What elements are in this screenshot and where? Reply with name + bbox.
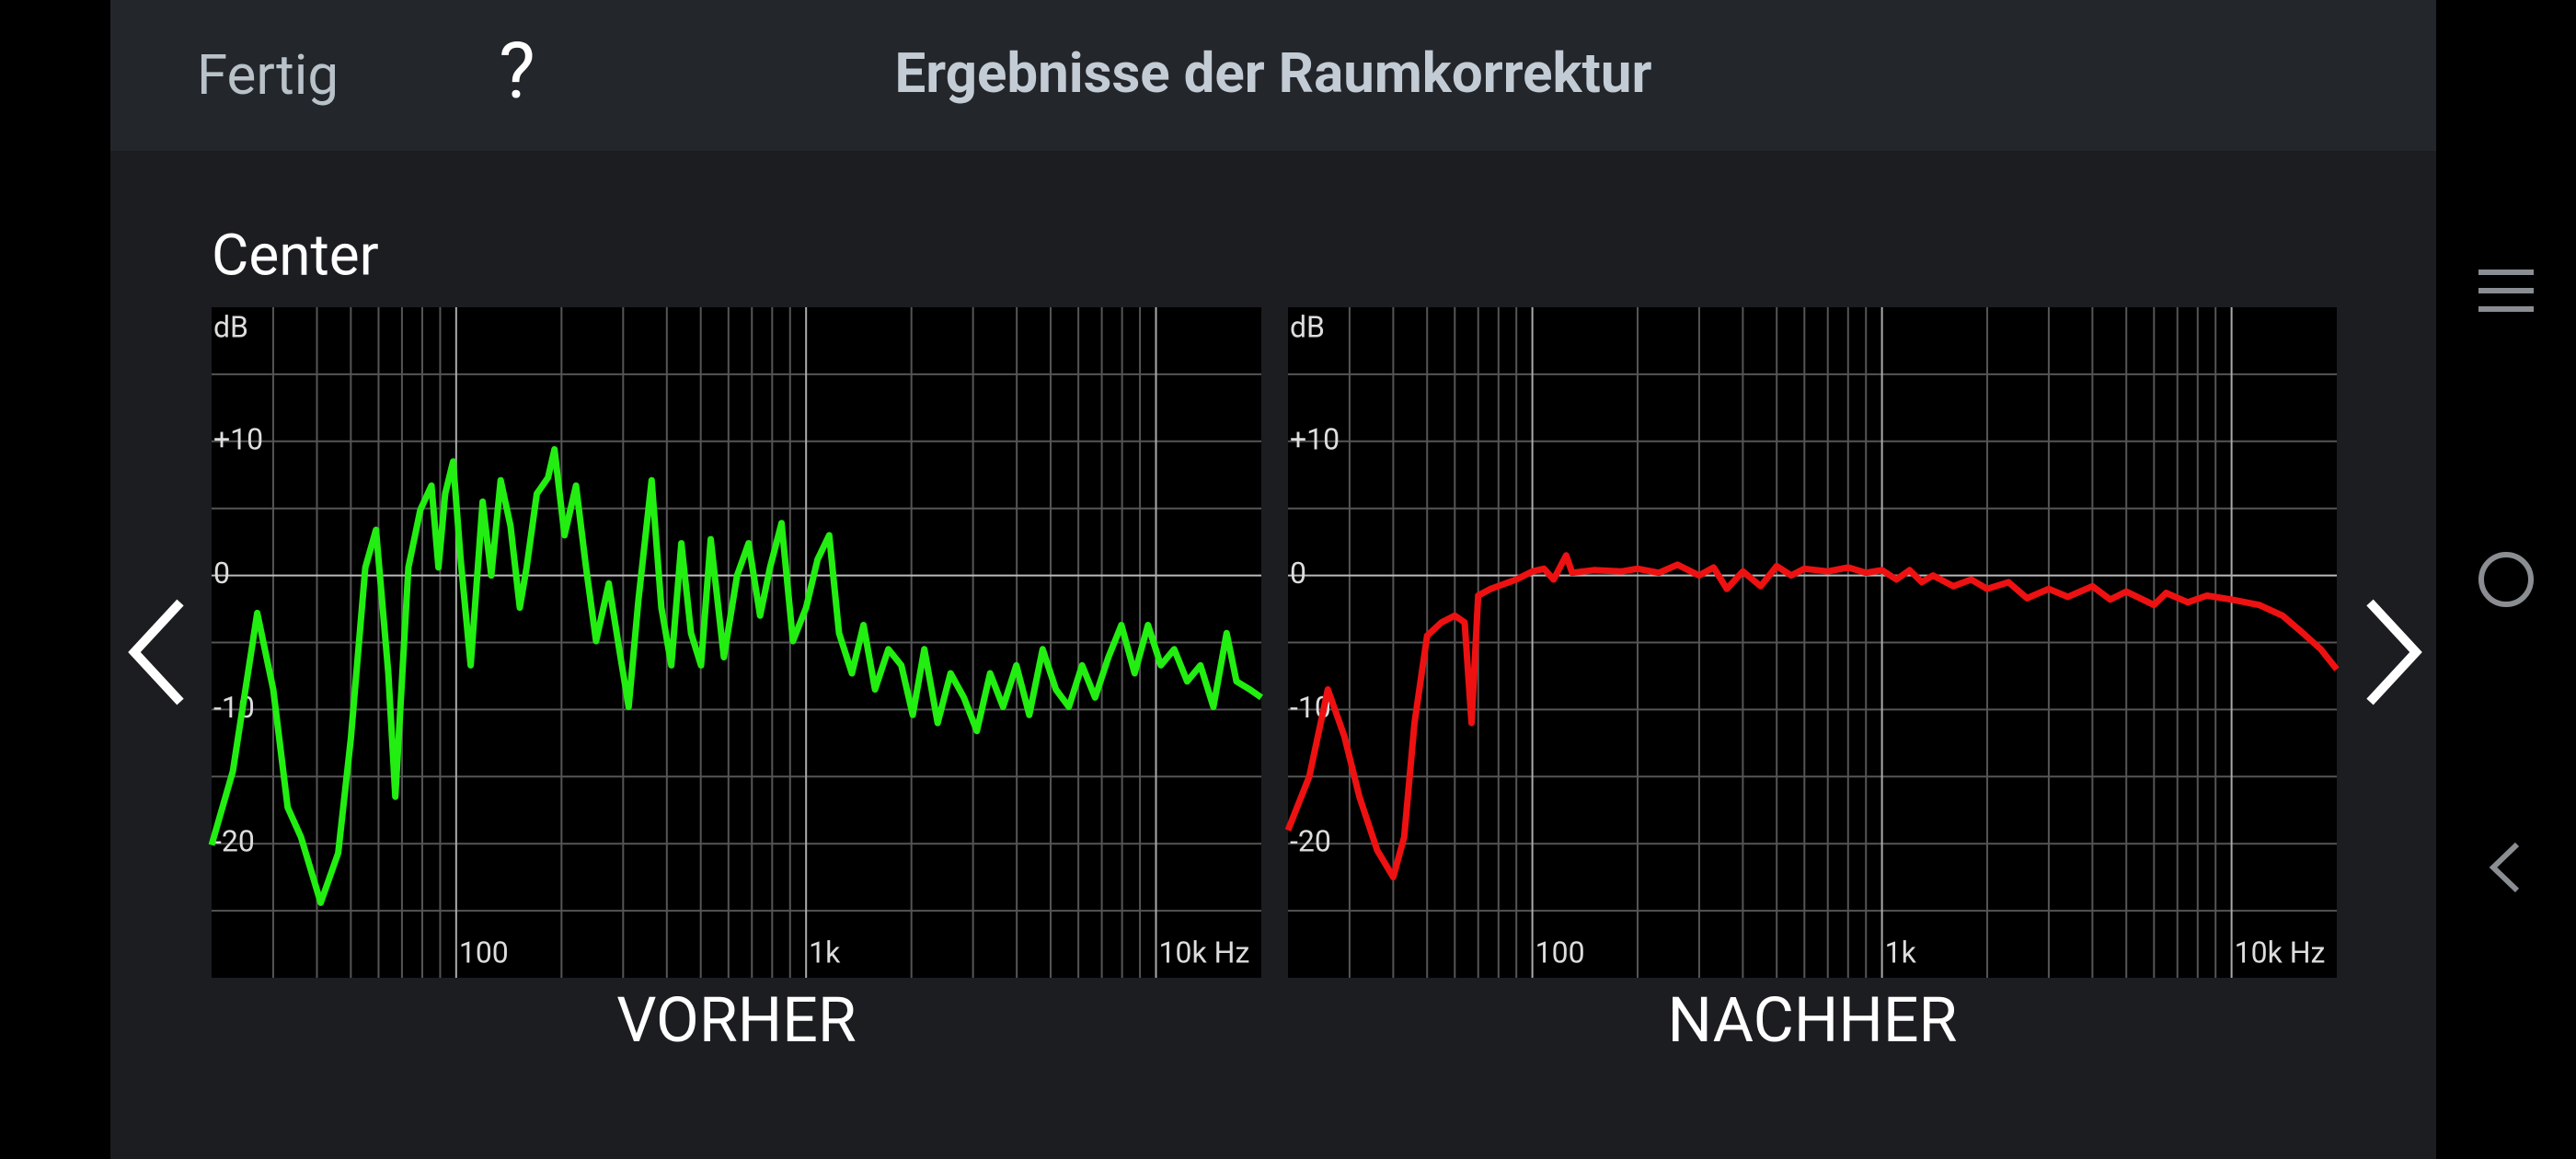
x-tick-label: 10k Hz [1159, 935, 1250, 970]
chart-caption: NACHHER [1668, 983, 1958, 1057]
y-tick-label: -20 [213, 824, 255, 859]
done-button[interactable]: Fertig [197, 42, 339, 108]
top-bar [110, 0, 2436, 151]
response-curve [208, 446, 1264, 906]
y-tick-label: +10 [1290, 421, 1340, 456]
y-axis-label: dB [213, 309, 248, 344]
y-axis-label: dB [1290, 309, 1325, 344]
system-nav [2478, 270, 2534, 893]
page-title: Ergebnisse der Raumkorrektur [895, 40, 1652, 106]
next-arrow[interactable] [2366, 599, 2422, 706]
section-title: Center [212, 222, 379, 289]
response-curve [1284, 552, 2340, 881]
menu-button[interactable] [2478, 270, 2534, 312]
previous-arrow[interactable] [128, 599, 184, 706]
y-tick-label: -10 [213, 690, 255, 725]
home-button[interactable] [2478, 552, 2534, 607]
x-tick-label: 1k [809, 935, 841, 970]
x-tick-label: 1k [1885, 935, 1917, 970]
y-tick-label: -20 [1290, 824, 1331, 859]
y-tick-label: +10 [213, 421, 263, 456]
y-tick-label: 0 [1290, 556, 1306, 591]
help-button[interactable]: ? [499, 26, 535, 117]
y-tick-label: 0 [213, 556, 230, 591]
x-tick-label: 100 [459, 935, 509, 970]
x-tick-label: 100 [1535, 935, 1585, 970]
x-tick-label: 10k Hz [2235, 935, 2326, 970]
back-button[interactable] [2489, 842, 2520, 893]
chart-caption: VORHER [616, 983, 857, 1057]
